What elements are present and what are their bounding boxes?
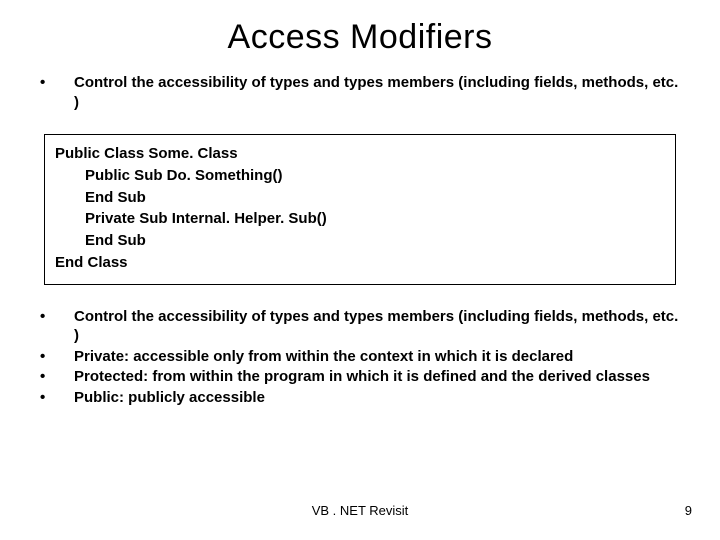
kw-public-2: Public: [85, 167, 130, 184]
slide-title: Access Modifiers: [36, 18, 684, 57]
code-line-6: End Class: [55, 252, 665, 274]
footer-text: VB . NET Revisit: [0, 503, 720, 518]
code-line-5: End Sub: [55, 230, 665, 252]
detail-bullets: Control the accessibility of types and t…: [36, 307, 684, 408]
code-line-2: Public Sub Do. Something(): [55, 165, 665, 187]
code-line-3: End Sub: [55, 187, 665, 209]
detail-bullet-2: Private: accessible only from within the…: [36, 347, 684, 367]
code-rest-2: Sub Do. Something(): [130, 167, 282, 184]
code-box: Public Class Some. Class Public Sub Do. …: [44, 134, 676, 285]
code-line-4: Private Sub Internal. Helper. Sub(): [55, 208, 665, 230]
kw-private: Private: [85, 210, 135, 227]
detail-bullet-1: Control the accessibility of types and t…: [36, 307, 684, 346]
detail-bullet-3: Protected: from within the program in wh…: [36, 367, 684, 387]
intro-bullets: Control the accessibility of types and t…: [36, 73, 684, 112]
detail-bullet-4: Public: publicly accessible: [36, 388, 684, 408]
code-rest-1: Class Some. Class: [100, 145, 238, 162]
code-rest-4: Sub Internal. Helper. Sub(): [135, 210, 327, 227]
code-line-1: Public Class Some. Class: [55, 143, 665, 165]
intro-bullet-1: Control the accessibility of types and t…: [36, 73, 684, 112]
slide-number: 9: [685, 503, 692, 518]
kw-public-1: Public: [55, 145, 100, 162]
